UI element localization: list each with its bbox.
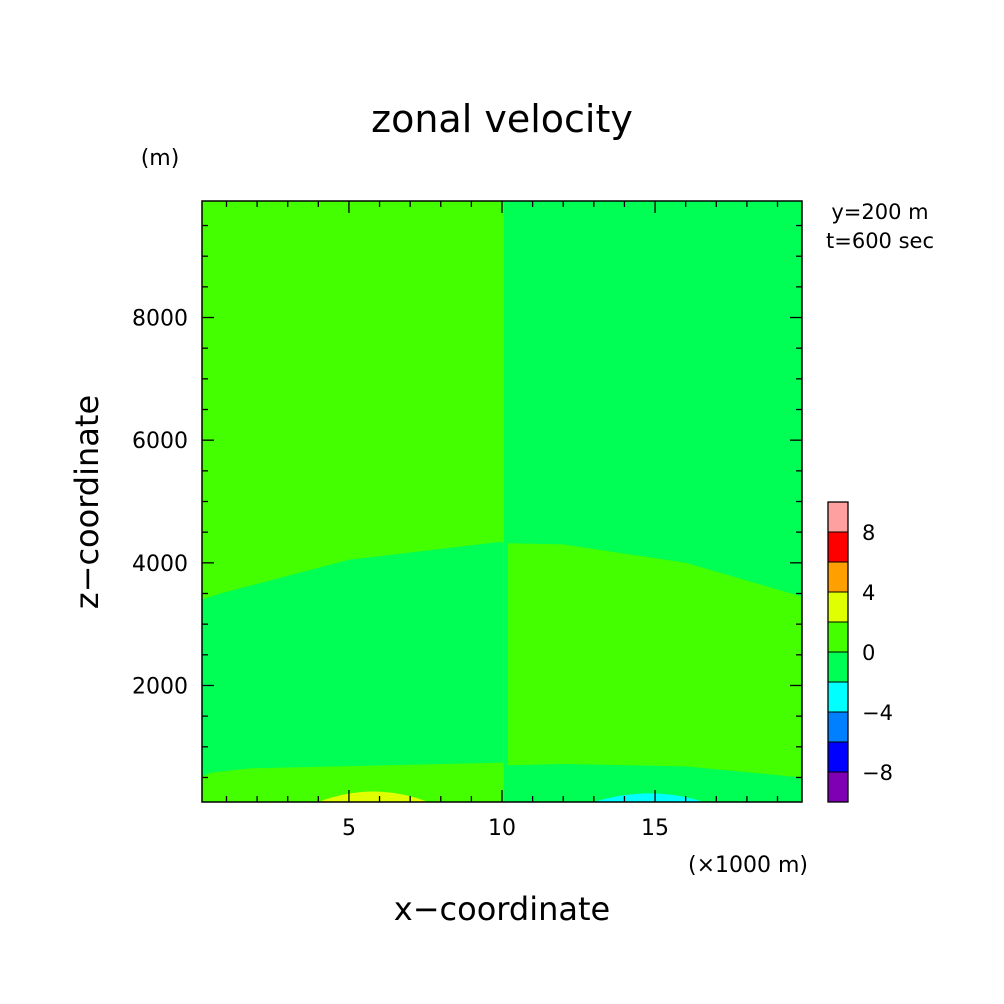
y-axis-label: z−coordinate xyxy=(68,395,106,609)
y-tick-label: 6000 xyxy=(132,429,188,454)
colorbar-swatch xyxy=(827,651,849,683)
colorbar-swatch xyxy=(827,561,849,593)
x-axis-label: x−coordinate xyxy=(394,890,610,928)
x-tick-label: 10 xyxy=(488,816,516,841)
colorbar-swatch xyxy=(827,741,849,773)
y-tick-label: 4000 xyxy=(132,552,188,577)
colorbar-swatch xyxy=(827,711,849,743)
annotation-time: t=600 sec xyxy=(826,229,934,253)
plot-area: 5 10 15 2000 4000 6000 8000 xyxy=(132,200,803,841)
colorbar-tick-label: −4 xyxy=(862,701,893,725)
colorbar-swatch xyxy=(827,621,849,653)
bottom-right-cold-region xyxy=(593,793,704,802)
right-middle-positive-region xyxy=(508,543,802,778)
y-tick-label: 8000 xyxy=(132,307,188,332)
y-tick-label: 2000 xyxy=(132,674,188,699)
colorbar: −8 −4 0 4 8 xyxy=(827,501,893,803)
chart-title: zonal velocity xyxy=(371,97,633,141)
x-axis-unit: (×1000 m) xyxy=(688,853,808,878)
colorbar-swatch xyxy=(827,531,849,563)
colorbar-swatch xyxy=(827,591,849,623)
colorbar-swatch xyxy=(827,681,849,713)
colorbar-frame xyxy=(827,501,849,803)
colorbar-tick-label: 8 xyxy=(862,521,875,545)
annotation-y-level: y=200 m xyxy=(831,200,928,224)
colorbar-tick-label: 0 xyxy=(862,641,875,665)
bottom-left-warm-region xyxy=(318,791,429,802)
left-middle-negative-region xyxy=(202,542,504,802)
x-tick-label: 5 xyxy=(342,816,356,841)
left-lower-positive-region xyxy=(202,762,504,802)
colorbar-tick-label: 4 xyxy=(862,581,875,605)
colorbar-swatch xyxy=(827,771,849,803)
colorbar-swatch xyxy=(827,501,849,533)
y-axis-unit: (m) xyxy=(141,146,180,171)
x-tick-label: 15 xyxy=(641,816,669,841)
colorbar-tick-label: −8 xyxy=(862,761,893,785)
